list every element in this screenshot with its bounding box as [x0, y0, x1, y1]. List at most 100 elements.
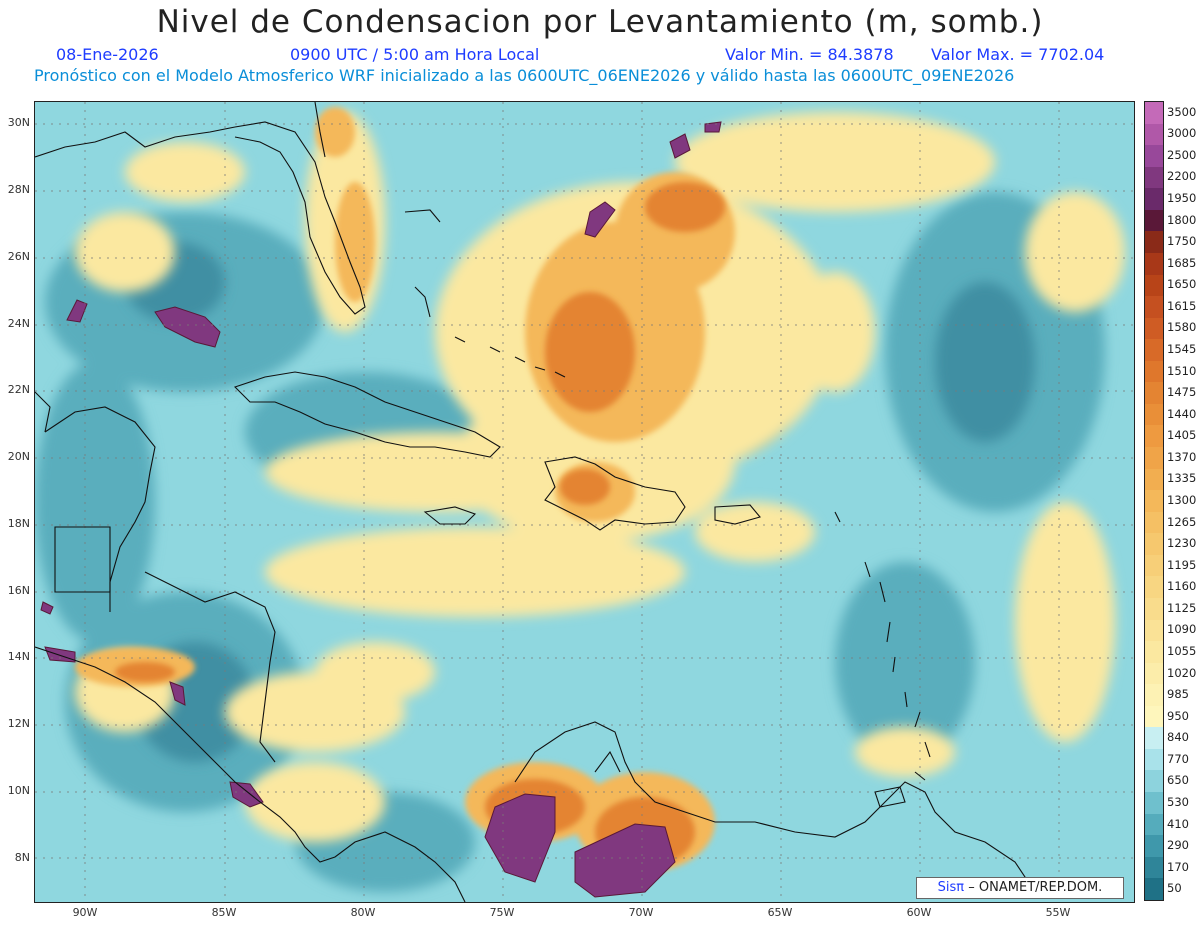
colorbar-label: 1800: [1167, 212, 1197, 227]
sispi-logo: Sisπ: [937, 880, 965, 895]
colorbar-label: 1750: [1167, 234, 1197, 249]
lon-label: 80W: [350, 906, 376, 919]
colorbar-swatch: [1145, 360, 1163, 383]
lat-label: 8N: [14, 851, 30, 864]
lon-label: 70W: [628, 906, 654, 919]
forecast-info: Pronóstico con el Modelo Atmosferico WRF…: [34, 66, 1015, 85]
colorbar-label: 290: [1167, 838, 1189, 853]
colorbar-label: 1685: [1167, 255, 1197, 270]
colorbar-label: 3000: [1167, 126, 1197, 141]
colorbar-swatch: [1145, 425, 1163, 447]
lon-label: 65W: [767, 906, 793, 919]
colorbar-label: 950: [1167, 708, 1189, 723]
colorbar-label: 1125: [1167, 600, 1197, 615]
lat-label: 18N: [7, 517, 30, 530]
colorbar-swatch: [1145, 511, 1163, 534]
max-value: Valor Max. = 7702.04: [931, 45, 1105, 64]
credit-box: Sisπ – ONAMET/REP.DOM.: [916, 877, 1124, 899]
colorbar-swatch: [1145, 252, 1163, 275]
lon-label: 90W: [72, 906, 98, 919]
lat-label: 26N: [7, 250, 30, 263]
colorbar-swatch: [1145, 662, 1163, 685]
lat-label: 28N: [7, 183, 30, 196]
lat-label: 10N: [7, 784, 30, 797]
colorbar-swatch: [1145, 705, 1163, 728]
map-title: Nivel de Condensacion por Levantamiento …: [156, 4, 1044, 40]
forecast-date: 08-Ene-2026: [56, 45, 159, 64]
colorbar-label: 1405: [1167, 428, 1197, 443]
colorbar-label: 1475: [1167, 385, 1197, 400]
colorbar-swatch: [1145, 813, 1163, 836]
colorbar-label: 1300: [1167, 493, 1197, 507]
colorbar-swatch: [1145, 619, 1163, 642]
colorbar-label: 1230: [1167, 536, 1197, 551]
lat-label: 22N: [7, 383, 30, 396]
colorbar-swatch: [1145, 447, 1163, 469]
lat-label: 16N: [7, 584, 30, 597]
colorbar-label: 1195: [1167, 557, 1197, 572]
colorbar-swatch: [1145, 102, 1163, 124]
colorbar-swatch: [1145, 123, 1163, 146]
colorbar-label: 410: [1167, 816, 1189, 831]
colorbar-swatch: [1145, 748, 1163, 771]
min-value: Valor Min. = 84.3878: [725, 45, 894, 64]
colorbar-swatch: [1145, 727, 1163, 749]
colorbar-label: 1335: [1167, 471, 1197, 486]
colorbar-swatch: [1145, 209, 1163, 232]
lon-label: 75W: [489, 906, 515, 919]
colorbar-label: 1370: [1167, 449, 1197, 464]
colorbar-label: 650: [1167, 773, 1189, 788]
colorbar-swatch: [1145, 296, 1163, 318]
colorbar-label: 1615: [1167, 298, 1197, 313]
colorbar-label: 770: [1167, 751, 1189, 766]
colorbar-label: 170: [1167, 859, 1189, 874]
colorbar-swatch: [1145, 166, 1163, 189]
lat-label: 20N: [7, 450, 30, 463]
colorbar-label: 1950: [1167, 191, 1197, 206]
colorbar-label: 1580: [1167, 320, 1197, 335]
colorbar-label: 1055: [1167, 643, 1197, 658]
colorbar-label: 2200: [1167, 169, 1197, 184]
colorbar-swatch: [1145, 597, 1163, 620]
colorbar-label: 50: [1167, 881, 1182, 896]
colorbar: [1144, 101, 1164, 901]
colorbar-label: 985: [1167, 687, 1189, 702]
colorbar-swatch: [1145, 835, 1163, 857]
lat-label: 30N: [7, 116, 30, 129]
colorbar-label: 530: [1167, 794, 1189, 809]
colorbar-swatch: [1145, 382, 1163, 404]
colorbar-label: 1265: [1167, 514, 1197, 529]
colorbar-label: 1650: [1167, 277, 1197, 292]
colorbar-swatch: [1145, 684, 1163, 706]
map-plot: [34, 101, 1135, 903]
colorbar-swatch: [1145, 878, 1163, 900]
colorbar-label: 1160: [1167, 579, 1197, 594]
colorbar-swatch: [1145, 533, 1163, 555]
colorbar-swatch: [1145, 554, 1163, 577]
lon-label: 60W: [906, 906, 932, 919]
colorbar-swatch: [1145, 792, 1163, 814]
colorbar-swatch: [1145, 856, 1163, 879]
colorbar-swatch: [1145, 490, 1163, 512]
colorbar-swatch: [1145, 317, 1163, 340]
colorbar-swatch: [1145, 641, 1163, 663]
colorbar-label: 1545: [1167, 342, 1197, 357]
lat-label: 24N: [7, 317, 30, 330]
colorbar-label: 1020: [1167, 665, 1197, 680]
lat-label: 14N: [7, 650, 30, 663]
colorbar-swatch: [1145, 188, 1163, 210]
colorbar-label: 1440: [1167, 406, 1197, 421]
colorbar-swatch: [1145, 770, 1163, 792]
colorbar-label: 1090: [1167, 622, 1197, 637]
forecast-time: 0900 UTC / 5:00 am Hora Local: [290, 45, 540, 64]
colorbar-label: 1510: [1167, 363, 1197, 378]
colorbar-swatch: [1145, 403, 1163, 426]
lon-label: 55W: [1045, 906, 1071, 919]
lat-label: 12N: [7, 717, 30, 730]
lon-label: 85W: [211, 906, 237, 919]
colorbar-swatch: [1145, 468, 1163, 491]
lcl-field-map: [35, 102, 1134, 902]
colorbar-swatch: [1145, 274, 1163, 297]
credit-org: – ONAMET/REP.DOM.: [968, 880, 1103, 895]
colorbar-swatch: [1145, 231, 1163, 253]
